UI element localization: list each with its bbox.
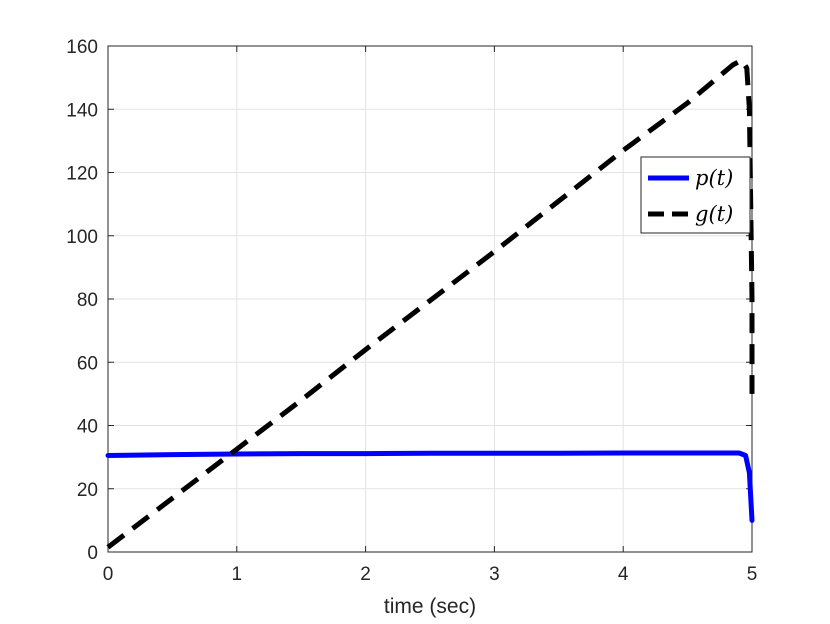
legend: p(t) g(t) bbox=[640, 156, 751, 234]
x-tick-label: 5 bbox=[747, 564, 758, 585]
x-tick-label: 4 bbox=[618, 564, 629, 585]
legend-label-p: p(t) bbox=[695, 166, 733, 190]
y-tick-label: 140 bbox=[66, 100, 98, 121]
y-tick-label: 40 bbox=[77, 417, 98, 438]
y-tick-label: 160 bbox=[66, 37, 98, 58]
y-tick-label: 60 bbox=[77, 353, 98, 374]
y-tick-label: 100 bbox=[66, 227, 98, 248]
x-tick-label: 0 bbox=[103, 564, 114, 585]
y-tick-label: 80 bbox=[77, 290, 98, 311]
x-axis-label: time (sec) bbox=[384, 595, 476, 618]
legend-box bbox=[640, 156, 751, 234]
series-line-g bbox=[106, 57, 755, 550]
x-tick-label: 3 bbox=[489, 564, 500, 585]
series-group bbox=[105, 57, 755, 550]
y-tick-label: 0 bbox=[87, 543, 98, 564]
x-tick-label: 2 bbox=[360, 564, 371, 585]
x-tick-label: 1 bbox=[232, 564, 243, 585]
y-tick-label: 120 bbox=[66, 164, 98, 185]
series-line-p bbox=[105, 450, 755, 523]
legend-label-g: g(t) bbox=[695, 202, 733, 226]
ticks: 0 1 2 3 4 5 0 20 40 60 80 100 120 140 160 bbox=[66, 37, 757, 585]
y-tick-label: 20 bbox=[77, 480, 98, 501]
